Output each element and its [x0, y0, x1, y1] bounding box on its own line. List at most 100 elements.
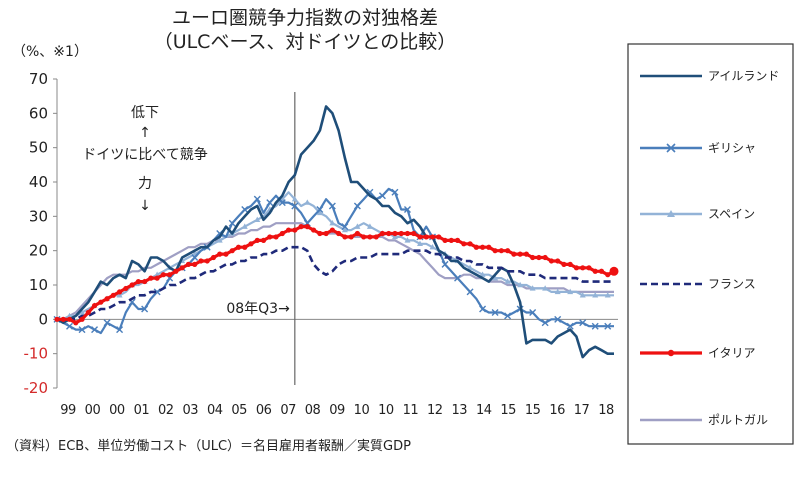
data-point-italy [555, 258, 561, 264]
data-point-italy [442, 237, 448, 243]
data-point-italy [167, 272, 173, 278]
data-point-italy [217, 251, 223, 257]
data-point-italy [461, 241, 467, 247]
x-tick-label: 12 [427, 403, 443, 418]
data-point-italy [436, 234, 442, 240]
chart-title: ユーロ圏競争力指数の対独格差 （ULCベース、対ドイツとの比較） [90, 6, 520, 54]
data-point-greece [441, 260, 449, 268]
legend-label-spain: スペイン [708, 207, 755, 221]
data-point-spain [554, 288, 561, 295]
data-point-italy [329, 227, 335, 233]
x-tick-label: 15 [525, 403, 541, 418]
data-point-italy [505, 248, 511, 254]
data-point-greece [116, 326, 124, 334]
data-point-greece [454, 274, 462, 282]
data-point-spain [542, 285, 549, 291]
data-point-italy [336, 230, 342, 237]
legend-box [627, 43, 794, 445]
data-point-italy [148, 275, 154, 281]
data-point-greece [253, 195, 261, 203]
data-point-spain [216, 237, 223, 243]
data-point-spain [567, 288, 574, 295]
y-axis-unit-label: （%、※1） [12, 44, 88, 60]
data-point-italy [492, 248, 498, 254]
legend-marker-greece [666, 143, 676, 153]
data-point-italy [404, 230, 411, 237]
legend-label-portugal: ポルトガル [708, 413, 768, 427]
data-point-italy [223, 251, 229, 257]
data-point-spain [504, 278, 511, 284]
data-point-spain [391, 233, 398, 240]
data-point-italy [580, 265, 586, 271]
x-tick-label: 99 [60, 403, 76, 418]
x-tick-label: 09 [329, 403, 345, 418]
data-point-greece [141, 305, 149, 313]
data-point-greece [66, 322, 74, 330]
data-point-italy [310, 227, 317, 233]
data-point-italy [123, 285, 129, 292]
data-point-italy [348, 234, 354, 240]
data-point-italy [179, 265, 185, 271]
x-tick-label: 17 [574, 403, 590, 418]
data-point-greece [504, 312, 512, 320]
data-point-italy [142, 278, 148, 285]
data-point-greece [604, 322, 612, 330]
annotation-arrow-up: ↑ [139, 125, 151, 141]
data-point-italy [448, 237, 454, 243]
data-point-greece [491, 308, 499, 316]
x-tick-label: 14 [476, 403, 492, 418]
x-tick-label: 10 [354, 403, 370, 418]
data-point-italy [392, 230, 398, 237]
y-tick-label: 10 [29, 276, 48, 294]
data-point-italy [242, 244, 248, 250]
series-line-portugal [57, 222, 614, 321]
vline-label: 08年Q3→ [226, 301, 290, 317]
data-point-spain [341, 226, 348, 233]
annotation-arrow-down: ↓ [139, 198, 151, 214]
legend-label-greece: ギリシャ [708, 141, 756, 155]
data-point-greece [466, 288, 474, 296]
y-tick-label: -10 [24, 345, 49, 363]
series-markers-italy [54, 224, 617, 326]
data-point-spain [116, 292, 123, 298]
data-point-spain [479, 271, 486, 277]
data-point-italy [598, 268, 605, 274]
y-tick-label: 30 [29, 207, 48, 225]
data-point-italy [386, 230, 392, 237]
data-point-spain [366, 223, 373, 229]
data-point-italy [429, 234, 436, 240]
data-point-greece [266, 199, 274, 207]
data-point-greece [91, 326, 99, 334]
data-point-spain [304, 199, 311, 205]
x-tick-label: 08 [305, 403, 321, 418]
data-point-spain [579, 292, 586, 298]
data-point-italy [292, 227, 298, 233]
data-point-italy [116, 289, 123, 295]
data-point-italy [79, 316, 85, 322]
data-point-italy [91, 303, 98, 309]
y-tick-label: 60 [29, 104, 48, 122]
y-tick-label: 20 [29, 242, 48, 260]
data-point-italy [54, 316, 60, 322]
data-point-italy-last [609, 266, 619, 276]
data-point-spain [329, 220, 336, 226]
data-point-greece [378, 192, 386, 200]
data-point-greece [78, 326, 86, 334]
data-point-spain [66, 312, 73, 319]
x-tick-label: 11 [403, 403, 419, 418]
data-point-greece [353, 202, 361, 210]
data-point-spain [241, 223, 248, 229]
data-point-italy [185, 261, 192, 267]
legend-label-italy: イタリア [708, 346, 756, 360]
x-tick-label: 02 [158, 403, 174, 418]
data-point-italy [561, 261, 567, 267]
data-point-spain [604, 292, 611, 298]
data-point-italy [467, 241, 473, 247]
data-point-italy [473, 244, 479, 250]
data-point-italy [398, 230, 404, 237]
data-point-italy [104, 296, 110, 302]
x-tick-label: 15 [500, 403, 516, 418]
data-point-italy [323, 230, 329, 237]
